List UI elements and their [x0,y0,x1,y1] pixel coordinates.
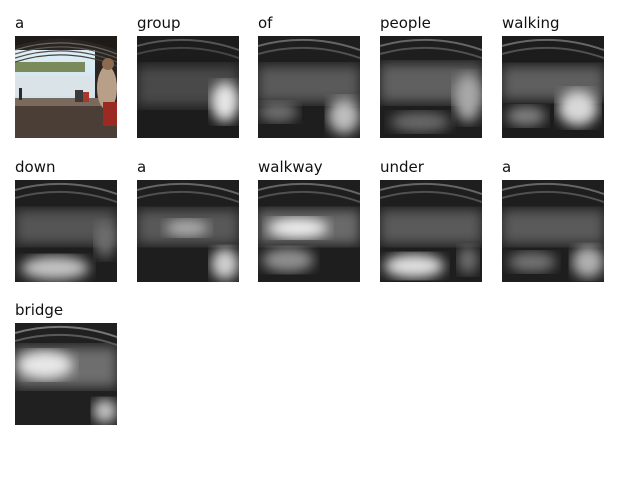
word-panel-4: people [380,14,482,138]
word-panel-8: walkway [258,158,360,282]
attention-map [380,180,482,282]
caption-word: under [380,158,424,176]
caption-word: bridge [15,301,64,319]
caption-word: a [137,158,147,176]
original-photo [15,36,117,138]
caption-word: down [15,158,56,176]
word-panel-9: under [380,158,482,282]
attention-map [380,36,482,138]
caption-word: group [137,14,181,32]
attention-map [15,180,117,282]
attention-map [502,36,604,138]
word-panel-2: group [137,14,239,138]
caption-word: walkway [258,158,323,176]
word-panel-5: walking [502,14,604,138]
caption-word: walking [502,14,560,32]
attention-map [258,180,360,282]
word-panel-6: down [15,158,117,282]
caption-word: of [258,14,273,32]
word-panel-3: of [258,14,360,138]
word-panel-7: a [137,158,239,282]
attention-map [258,36,360,138]
word-panel-10: a [502,158,604,282]
caption-word: a [15,14,25,32]
word-panel-1: a [15,14,117,138]
caption-word: a [502,158,512,176]
caption-word: people [380,14,431,32]
attention-map [15,323,117,425]
attention-map [502,180,604,282]
word-panel-11: bridge [15,301,117,425]
attention-map [137,36,239,138]
attention-map [137,180,239,282]
